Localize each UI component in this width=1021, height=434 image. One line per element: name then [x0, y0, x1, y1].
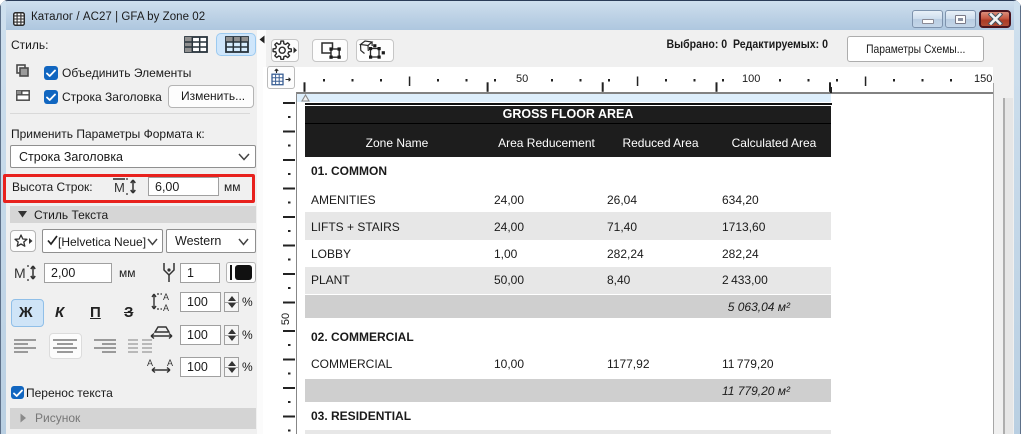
svg-text:A: A — [147, 358, 153, 368]
svg-text:A: A — [163, 303, 169, 312]
svg-text:A: A — [163, 292, 169, 302]
svg-text:М: М — [114, 180, 125, 195]
svg-text:М: М — [14, 265, 26, 281]
svg-text:A: A — [167, 358, 173, 368]
